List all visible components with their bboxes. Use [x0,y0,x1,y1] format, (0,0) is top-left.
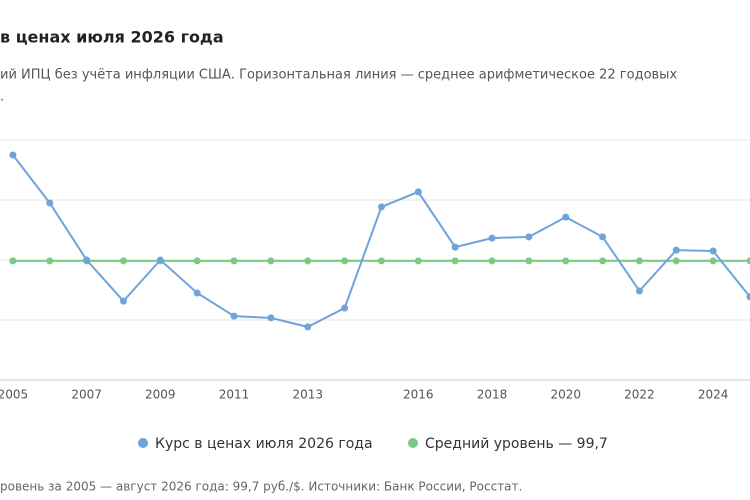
data-point [193,289,201,297]
data-point [414,257,422,265]
data-point [746,257,750,265]
data-point [341,304,349,312]
x-tick-label: 2022 [624,388,655,402]
data-point [267,257,275,265]
x-tick-label: 2009 [145,388,176,402]
x-tick-label: 2011 [219,388,250,402]
x-tick-label: 2007 [71,388,102,402]
data-point [267,314,275,322]
data-point [230,257,238,265]
data-point [83,256,91,264]
data-point [119,297,127,305]
data-point [156,256,164,264]
x-tick-label: 2016 [403,388,434,402]
chart-subtitle: . [0,90,4,105]
data-point [9,257,17,265]
x-tick-label: 2013 [292,388,323,402]
data-point [341,257,349,265]
data-point [562,213,570,221]
footer: ровень за 2005 — август 2026 года: 99,7 … [0,480,522,494]
data-point [525,233,533,241]
data-point [377,203,385,211]
data-point [414,188,422,196]
data-point [562,257,570,265]
data-point [599,233,607,241]
data-point [46,257,54,265]
data-point [672,246,680,254]
data-point [746,293,750,301]
data-point [46,199,54,207]
data-point [377,257,385,265]
data-point [635,287,643,295]
data-point [672,257,680,265]
data-point [9,151,17,159]
data-point [635,257,643,265]
x-tick-label: 2020 [550,388,581,402]
x-tick-label: 2018 [477,388,508,402]
data-point [451,243,459,251]
data-point [193,257,201,265]
legend-marker [408,438,418,448]
legend-label: Курс в ценах июля 2026 года [155,436,373,452]
data-point [525,257,533,265]
chart-subtitle: ий ИПЦ без учёта инфляции США. Горизонта… [0,68,677,83]
x-tick-label: 2005 [0,388,28,402]
data-point [709,247,717,255]
x-tick-label: 2024 [698,388,729,402]
legend-marker [138,438,148,448]
data-point [451,257,459,265]
data-point [709,257,717,265]
chart-title: в ценах июля 2026 года [0,28,224,47]
data-point [599,257,607,265]
data-point [304,323,312,331]
data-point [230,312,238,320]
data-point [488,234,496,242]
data-point [304,257,312,265]
data-point [119,257,127,265]
data-point [488,257,496,265]
legend-label: Средний уровень — 99,7 [425,436,608,452]
